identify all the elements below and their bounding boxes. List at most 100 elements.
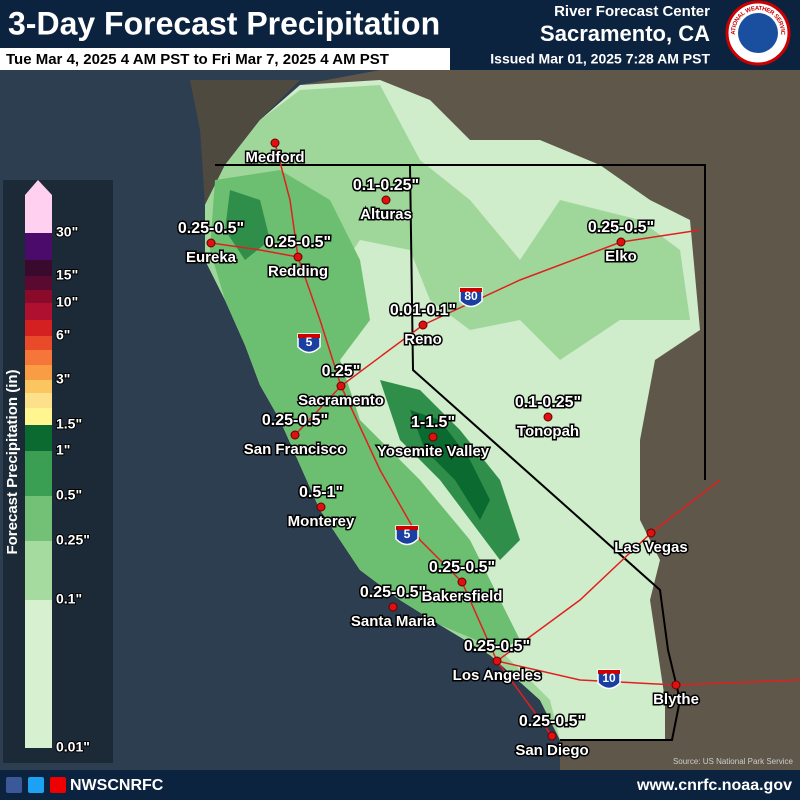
city-name: Blythe: [653, 691, 699, 708]
precip-amount: 0.01-0.1": [390, 302, 456, 319]
location: Sacramento, CA: [540, 21, 710, 46]
city-dot: [418, 320, 428, 330]
city-dot: [388, 602, 398, 612]
state-borders: [215, 164, 706, 741]
legend-band: [25, 365, 52, 380]
facebook-icon[interactable]: [6, 777, 22, 793]
legend-band: [25, 408, 52, 425]
precip-amount: 0.25-0.5": [265, 234, 331, 251]
city-name: Eureka: [186, 249, 237, 266]
legend-title: Forecast Precipitation (in): [4, 369, 21, 554]
precip-0-5-north: [225, 190, 270, 260]
precip-amount: 0.25": [322, 363, 361, 380]
shield-top: [298, 334, 320, 338]
youtube-icon[interactable]: [50, 777, 66, 793]
city-name: Alturas: [360, 206, 412, 223]
city-name: Sacramento: [298, 392, 384, 409]
shield-number: 5: [404, 527, 411, 541]
city-dot: [381, 195, 391, 205]
road: [274, 142, 553, 737]
city-dot: [547, 731, 557, 741]
precip-amount: 0.25-0.5": [519, 713, 585, 730]
city-dot: [646, 528, 656, 538]
legend-band: [25, 393, 52, 408]
legend-band: [25, 380, 52, 393]
legend-band: [25, 260, 52, 276]
legend-label: 3": [56, 371, 70, 387]
valid-bar: [0, 48, 450, 70]
legend-label: 30": [56, 224, 78, 240]
legend-label: 10": [56, 294, 78, 310]
legend-label: 15": [56, 267, 78, 283]
legend-panel: [3, 180, 113, 763]
city-name: Redding: [268, 263, 328, 280]
header-bar: [0, 0, 800, 48]
legend-band: [25, 600, 52, 748]
city-name: Santa Maria: [351, 613, 436, 630]
city-dot: [492, 656, 502, 666]
shield-top: [460, 288, 482, 292]
office: River Forecast Center: [554, 3, 710, 20]
twitter-icon[interactable]: [28, 777, 44, 793]
precip-amount: 1-1.5": [411, 414, 455, 431]
legend-band: [25, 233, 52, 260]
issued-bar: [450, 48, 800, 70]
city-name: Monterey: [288, 513, 355, 530]
road: [496, 479, 721, 662]
precip-amount: 0.25-0.5": [464, 638, 530, 655]
city-name: Reno: [404, 331, 442, 348]
shield-number: 10: [602, 671, 616, 685]
road: [496, 660, 800, 686]
legend-band: [25, 541, 52, 600]
city-name: San Diego: [515, 742, 588, 759]
shield-top: [396, 526, 418, 530]
precip-amount: 0.25-0.5": [360, 584, 426, 601]
highway-shield: [297, 333, 321, 354]
shield-top: [598, 670, 620, 674]
city-dot: [336, 381, 346, 391]
legend-band: [25, 290, 52, 303]
precip-amount: 0.25-0.5": [178, 220, 244, 237]
footer-bar: [0, 770, 800, 800]
city-dot: [457, 577, 467, 587]
precip-amount: 0.5-1": [299, 484, 343, 501]
city-dot: [206, 238, 216, 248]
legend: Forecast Precipitation (in) 30" 15" 10" 6" 3…: [3, 180, 113, 763]
legend-band: [25, 425, 52, 451]
precip-amount: 0.25-0.5": [588, 219, 654, 236]
city-dot: [270, 138, 280, 148]
legend-label: 0.01": [56, 739, 90, 755]
city-dot: [671, 680, 681, 690]
city-dot: [543, 412, 553, 422]
city-dot: [293, 252, 303, 262]
legend-label: 0.25": [56, 532, 90, 548]
valid-period: Tue Mar 4, 2025 4 AM PST to Fri Mar 7, 2…: [6, 51, 389, 68]
legend-band: [25, 303, 52, 320]
road: [210, 242, 299, 258]
legend-band: [25, 350, 52, 365]
city-name: Elko: [605, 248, 637, 265]
legend-band: [25, 451, 52, 496]
city-dot: [616, 237, 626, 247]
issued: Issued Mar 01, 2025 7:28 AM PST: [490, 51, 710, 67]
legend-band: [25, 276, 52, 290]
city-name: Bakersfield: [422, 588, 503, 605]
land-north: [190, 80, 300, 205]
precip-0-25: [210, 170, 520, 650]
legend-label: 0.1": [56, 591, 82, 607]
social-handle[interactable]: NWSCNRFC: [70, 777, 164, 794]
city-dot: [428, 432, 438, 442]
city-name: Yosemite Valley: [377, 443, 490, 460]
precip-amount: 0.25-0.5": [262, 412, 328, 429]
legend-arrow: [25, 180, 52, 233]
source: Source: US National Park Service: [673, 757, 794, 766]
title: 3-Day Forecast Precipitation: [8, 5, 440, 41]
precip-amount: 0.1-0.25": [515, 394, 581, 411]
city-name: Los Angeles: [453, 667, 542, 684]
city-name: Medford: [245, 149, 304, 166]
website[interactable]: www.cnrfc.noaa.gov: [636, 777, 792, 794]
precip-amount: 0.1-0.25": [353, 177, 419, 194]
border: [409, 164, 682, 741]
city-name: Las Vegas: [614, 539, 687, 556]
